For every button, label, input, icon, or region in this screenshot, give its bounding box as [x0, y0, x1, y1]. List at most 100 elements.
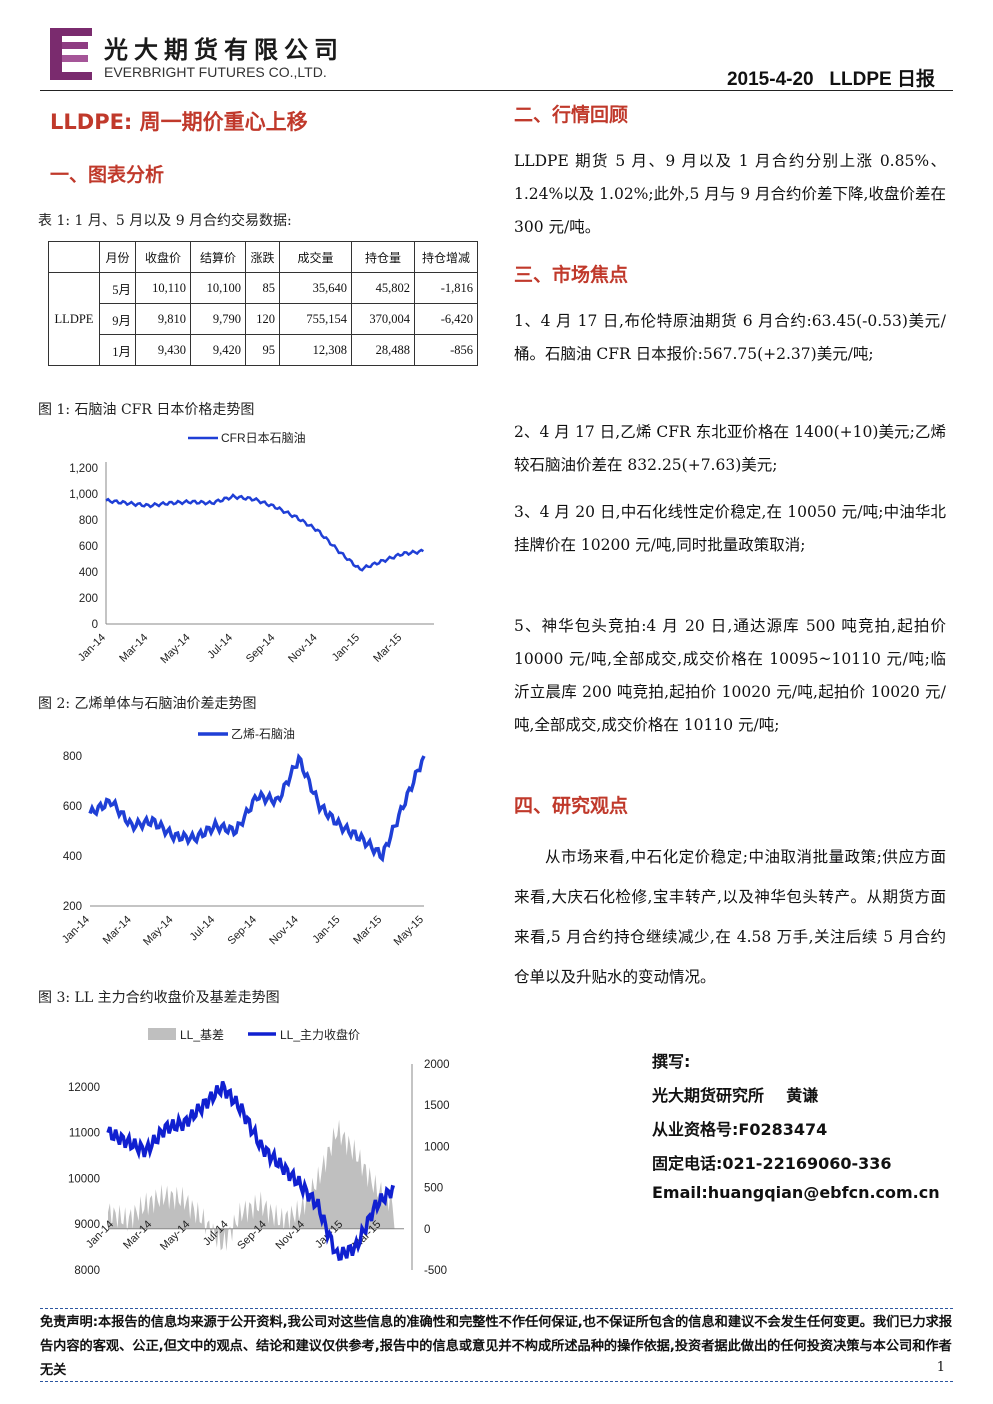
x-tick-label: Sep-14 [226, 914, 260, 948]
y-tick-label: 400 [63, 851, 82, 863]
license-number: 从业资格号:F0283474 [652, 1120, 828, 1139]
table-row: LLDPE 5月 10,110 10,100 85 35,640 45,802 … [48, 272, 478, 366]
legend-label: LL_主力收盘价 [280, 1027, 360, 1042]
y-left-tick-label: 8000 [74, 1265, 100, 1277]
section-market-review: 二、行情回顾 [514, 104, 629, 126]
table-cell: 120 [245, 303, 280, 335]
y-tick-label: 600 [63, 801, 82, 813]
x-tick-label: Jan-15 [310, 914, 342, 946]
y-right-tick-label: 500 [424, 1183, 443, 1195]
y-tick-label: 800 [63, 751, 82, 763]
col-header: 结算价 [190, 241, 246, 273]
trading-data-table: 月份 收盘价 结算价 涨跌 成交量 持仓量 持仓增减 LLDPE 5月 10,1… [48, 241, 478, 366]
report-title: LLDPE: 周一期价重心上移 [50, 110, 308, 134]
y-left-tick-label: 10000 [68, 1173, 100, 1185]
focus-item: 5、神华包头竞拍:4 月 20 日,通达源库 500 吨竞拍,起拍价 10000… [514, 617, 946, 734]
y-tick-label: 1,000 [69, 489, 98, 501]
email-address: Email:huangqian@ebfcn.com.cn [652, 1183, 940, 1202]
y-tick-label: 200 [79, 593, 98, 605]
company-name-cn: 光大期货有限公司 [104, 36, 344, 64]
y-tick-label: 0 [92, 619, 98, 631]
table-cell: 5月 [99, 272, 136, 304]
author-label: 撰写: [652, 1052, 691, 1071]
fig1-caption: 图 1: 石脑油 CFR 日本价格走势图 [38, 402, 255, 418]
company-name-en: EVERBRIGHT FUTURES CO.,LTD. [104, 64, 327, 80]
y-right-tick-label: 1500 [424, 1100, 450, 1112]
series-line [88, 752, 426, 863]
y-left-tick-label: 12000 [68, 1082, 100, 1094]
x-tick-label: Sep-14 [244, 632, 278, 666]
col-header: 月份 [99, 241, 136, 273]
legend-swatch [148, 1028, 176, 1040]
col-header: 持仓量 [351, 241, 415, 273]
section-market-focus: 三、市场焦点 [514, 264, 629, 286]
phone-number: 固定电话:021-22169060-336 [652, 1154, 892, 1173]
x-tick-label: Jan-14 [60, 914, 92, 946]
table-row: 1月 9,430 9,420 95 12,308 28,488 -856 [49, 334, 478, 366]
x-tick-label: Jan-15 [330, 632, 362, 664]
table-cell: 95 [245, 334, 280, 366]
table-cell: 10,100 [190, 272, 246, 304]
review-text: LLDPE 期货 5 月、9 月以及 1 月合约分别上涨 0.85%、1.24%… [514, 152, 946, 236]
y-right-tick-label: 1000 [424, 1141, 450, 1153]
y-tick-label: 600 [79, 541, 98, 553]
legend-label: LL_基差 [180, 1028, 224, 1042]
company-logo [50, 28, 92, 80]
focus-item: 1、4 月 17 日,布伦特原油期货 6 月合约:63.45(-0.53)美元/… [514, 312, 946, 363]
ethylene-spread-chart: 200 400 600 800 Jan-14 Mar-14 May-14 Jul-14 Sep-… [60, 727, 426, 948]
section-chart-analysis: 一、图表分析 [50, 164, 165, 186]
x-tick-label: May-14 [141, 914, 175, 948]
ll-basis-chart: 8000 9000 10000 11000 12000 -500 0 500 1000 1500 2… [68, 1027, 450, 1277]
series-line [105, 493, 425, 572]
table-cell: -6,420 [414, 303, 478, 335]
y-tick-label: 400 [79, 567, 98, 579]
x-tick-label: Mar-15 [351, 914, 384, 947]
y-tick-label: 200 [63, 901, 82, 913]
x-tick-label: Nov-14 [286, 632, 320, 666]
table-cell: -1,816 [414, 272, 478, 304]
col-header: 持仓增减 [414, 241, 478, 273]
table-cell: 9,790 [190, 303, 246, 335]
x-tick-label: Mar-15 [371, 632, 404, 665]
disclaimer: 免责声明:本报告的信息均来源于公开资料,我公司对这些信息的准确性和完整性不作任何… [40, 1308, 953, 1382]
legend-label: 乙烯-石脑油 [231, 727, 295, 741]
naphtha-price-chart: 0 200 400 600 800 1,000 1,200 Jan-14 Mar-14 May-1… [69, 431, 434, 666]
table-cell: 9,810 [135, 303, 191, 335]
table-cell: 28,488 [351, 334, 415, 366]
x-tick-label: Mar-14 [117, 632, 150, 665]
table-cell: 45,802 [351, 272, 415, 304]
header-divider [40, 90, 953, 91]
fig2-caption: 图 2: 乙烯单体与石脑油价差走势图 [38, 696, 257, 712]
table-cell: 9,430 [135, 334, 191, 366]
y-tick-label: 1,200 [69, 463, 98, 475]
table1-caption: 表 1: 1 月、5 月以及 9 月合约交易数据: [38, 213, 292, 229]
table-cell: 85 [245, 272, 280, 304]
x-tick-label: May-15 [392, 914, 426, 948]
y-left-tick-label: 11000 [69, 1128, 100, 1140]
x-tick-label: Jul-14 [188, 914, 218, 944]
table-cell: 755,154 [279, 303, 352, 335]
table-header-row: 月份 收盘价 结算价 涨跌 成交量 持仓量 持仓增减 [48, 241, 478, 273]
y-right-tick-label: 2000 [424, 1059, 450, 1071]
focus-item: 3、4 月 20 日,中石化线性定价稳定,在 10050 元/吨;中油华北挂牌价… [514, 503, 946, 554]
col-header: 成交量 [279, 241, 352, 273]
legend-label: CFR日本石脑油 [221, 431, 306, 445]
table-category: LLDPE [48, 272, 100, 366]
x-tick-label: Mar-14 [101, 914, 134, 947]
table-cell: 35,640 [279, 272, 352, 304]
y-tick-label: 800 [79, 515, 98, 527]
y-left-tick-label: 9000 [74, 1219, 100, 1231]
col-header: 收盘价 [135, 241, 191, 273]
table-cell: 9,420 [190, 334, 246, 366]
opinion-text: 从市场来看,中石化定价稳定;中油取消批量政策;供应方面来看,大庆石化检修,宝丰转… [514, 848, 946, 986]
table-row: 9月 9,810 9,790 120 755,154 370,004 -6,42… [49, 303, 478, 335]
x-tick-label: Nov-14 [267, 914, 301, 948]
x-tick-label: Jul-14 [205, 632, 235, 662]
table-cell: -856 [414, 334, 478, 366]
col-header: 涨跌 [245, 241, 280, 273]
y-right-tick-label: 0 [424, 1224, 430, 1236]
table-corner [48, 241, 100, 273]
author-name: 光大期货研究所 黄谦 [652, 1086, 819, 1105]
y-right-tick-label: -500 [424, 1265, 447, 1277]
section-research-view: 四、研究观点 [514, 795, 629, 817]
